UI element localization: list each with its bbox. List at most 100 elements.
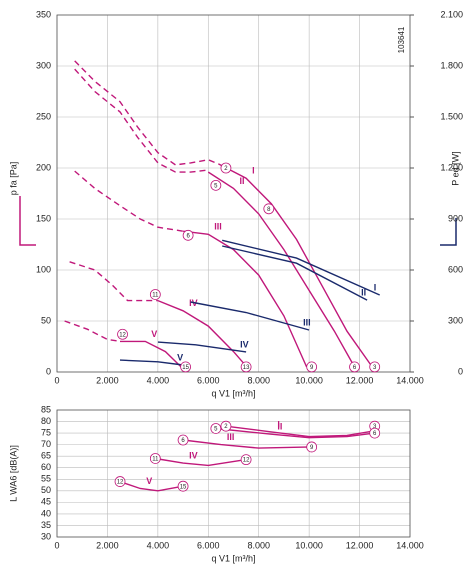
point-label: 2 <box>224 424 228 430</box>
point-label: 8 <box>267 207 271 213</box>
x-tick-label: 10.000 <box>295 540 323 550</box>
point-marker <box>149 289 161 300</box>
y-tick-label: 40 <box>41 508 51 518</box>
x-tick-label: 2.000 <box>96 540 119 550</box>
y-tick-label: 85 <box>41 404 51 414</box>
point-marker <box>369 361 381 373</box>
y-axis-label: p fa [Pa] <box>8 162 18 196</box>
drawing-code: 103641 <box>397 26 406 53</box>
y-tick-label: 45 <box>41 497 51 507</box>
point-marker <box>149 453 161 464</box>
point-label: 12 <box>119 332 126 338</box>
series-label: I <box>252 166 255 176</box>
y-tick-label: 100 <box>36 264 51 274</box>
series-line <box>183 439 312 449</box>
y2-tick-label: 300 <box>448 315 463 325</box>
point-marker <box>240 454 252 466</box>
pressure-key <box>19 196 36 246</box>
series-label: II <box>240 176 245 186</box>
series-label: II <box>361 287 366 297</box>
series-line <box>207 171 356 368</box>
y2-tick-label: 600 <box>448 264 463 274</box>
y2-axis-label: P ed [W] <box>450 151 460 185</box>
series-line <box>119 480 184 492</box>
point-label: 5 <box>214 183 218 189</box>
x-tick-label: 14.000 <box>396 540 424 550</box>
point-marker <box>117 328 128 340</box>
point-label: 3 <box>373 365 377 371</box>
y-tick-label: 350 <box>36 9 51 19</box>
point-marker <box>306 361 318 373</box>
series-line <box>155 457 247 467</box>
y-tick-label: 65 <box>41 451 51 461</box>
x-axis-label: q V1 [m³/h] <box>211 388 255 398</box>
series-line <box>222 245 368 301</box>
series-line <box>225 425 375 438</box>
series-line <box>190 301 310 331</box>
y2-tick-label: 0 <box>458 366 463 376</box>
point-marker <box>306 441 318 453</box>
series-line <box>69 261 158 302</box>
x-tick-label: 6.000 <box>197 375 220 385</box>
point-label: 15 <box>180 484 187 490</box>
x-tick-label: 0 <box>54 375 59 385</box>
series-line <box>74 60 219 166</box>
x-tick-label: 12.000 <box>346 540 374 550</box>
x-tick-label: 2.000 <box>96 375 119 385</box>
y2-tick-label: 900 <box>448 213 463 223</box>
x-tick-label: 8.000 <box>247 375 270 385</box>
point-label: 9 <box>310 445 314 451</box>
series-label: II <box>277 422 282 432</box>
point-marker <box>180 361 191 373</box>
point-label: 2 <box>224 166 228 172</box>
point-label: 3 <box>373 424 377 430</box>
series-label: III <box>227 432 235 442</box>
y-axis-label: L WA6 [dB(A)] <box>8 445 18 502</box>
plot-frame <box>56 409 411 538</box>
point-label: 6 <box>353 365 357 371</box>
series-line <box>74 68 209 173</box>
series-line <box>215 427 375 439</box>
series-label: IV <box>189 450 198 460</box>
point-marker <box>349 361 360 373</box>
point-label: 11 <box>152 457 159 463</box>
point-marker <box>220 162 232 174</box>
y-tick-label: 70 <box>41 439 51 449</box>
y2-tick-label: 1.500 <box>440 111 463 121</box>
point-label: 6 <box>186 233 190 239</box>
series-line <box>119 359 184 366</box>
y-tick-label: 55 <box>41 474 51 484</box>
point-label: 12 <box>117 480 124 486</box>
series-line <box>74 170 184 232</box>
series-line <box>64 320 121 343</box>
point-marker <box>210 179 222 191</box>
y-tick-label: 30 <box>41 531 51 541</box>
point-marker <box>182 229 194 241</box>
series-line <box>120 340 184 370</box>
series-label: IV <box>240 339 249 349</box>
y-tick-label: 60 <box>41 462 51 472</box>
series-line <box>157 299 250 370</box>
y-tick-label: 35 <box>41 520 51 530</box>
point-marker <box>210 423 222 434</box>
y-tick-label: 250 <box>36 111 51 121</box>
point-label: 12 <box>243 458 250 464</box>
point-label: 6 <box>373 431 377 437</box>
y-tick-label: 75 <box>41 427 51 437</box>
series-label: V <box>177 352 183 362</box>
series-label: V <box>151 329 157 339</box>
series-label: III <box>303 317 311 327</box>
point-marker <box>114 476 126 487</box>
series-label: I <box>277 419 280 429</box>
plot-frame <box>56 14 411 373</box>
point-marker <box>177 480 189 492</box>
series-label: V <box>146 476 152 486</box>
x-tick-label: 12.000 <box>346 375 374 385</box>
point-label: 6 <box>181 438 185 444</box>
x-tick-label: 14.000 <box>396 375 424 385</box>
y-tick-label: 0 <box>46 366 51 376</box>
point-marker <box>369 427 381 439</box>
x-tick-label: 10.000 <box>295 375 323 385</box>
y-tick-label: 50 <box>41 485 51 495</box>
y2-tick-label: 1.200 <box>440 162 463 172</box>
